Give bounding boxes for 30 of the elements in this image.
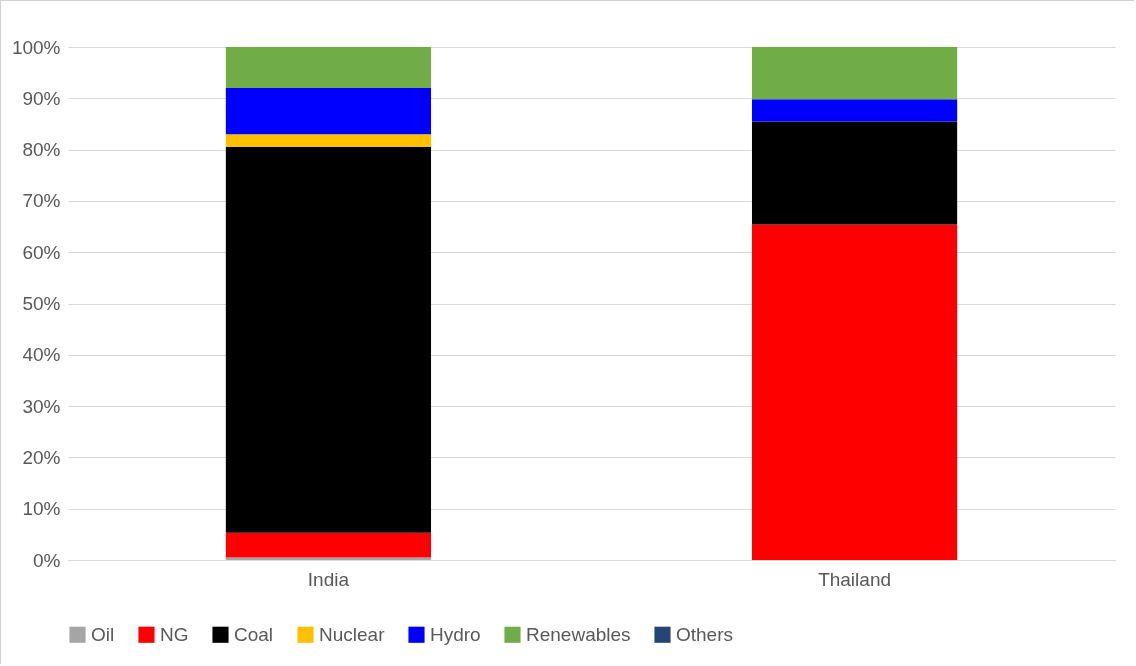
bar: [225, 134, 432, 148]
y-tick-label: 70%: [22, 190, 61, 212]
y-tick-label: 40%: [22, 344, 61, 366]
y-tick-label: 10%: [22, 498, 61, 520]
bar: [751, 99, 958, 122]
x-tick-label: Thailand: [818, 568, 892, 590]
legend-label: Coal: [234, 623, 274, 645]
y-tick-label: 0%: [33, 549, 61, 571]
bar: [225, 557, 432, 560]
y-tick-label: 90%: [22, 87, 61, 109]
legend-label: Renewables: [526, 623, 631, 645]
legend-label: Hydro: [430, 623, 481, 645]
y-tick-label: 80%: [22, 139, 61, 161]
y-tick-label: 20%: [22, 446, 61, 468]
legend-label: NG: [160, 623, 189, 645]
bar: [751, 224, 958, 560]
bar: [751, 47, 958, 100]
bar: [225, 47, 432, 89]
bar: [751, 121, 958, 225]
bar: [225, 532, 432, 558]
bar: [225, 88, 432, 135]
y-tick-label: 30%: [22, 395, 61, 417]
y-tick-label: 100%: [11, 36, 61, 58]
legend-label: Others: [676, 623, 734, 645]
bar: [225, 147, 432, 533]
y-tick-label: 60%: [22, 241, 61, 263]
x-tick-label: India: [307, 568, 350, 590]
legend-label: Oil: [91, 623, 115, 645]
y-tick-label: 50%: [22, 293, 61, 314]
legend-label: Nuclear: [319, 623, 386, 645]
